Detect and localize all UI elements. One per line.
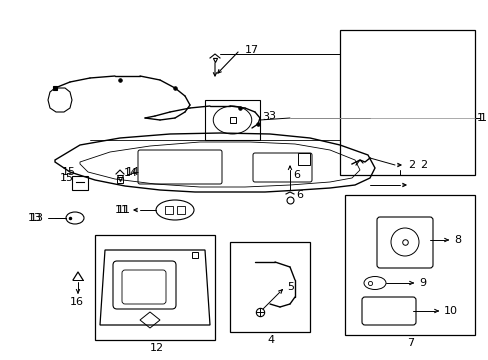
Bar: [339, 30, 474, 175]
Text: 17: 17: [244, 45, 259, 55]
Text: 15: 15: [60, 173, 74, 183]
Bar: [229, 242, 309, 332]
Text: 6: 6: [292, 170, 299, 180]
Text: 5: 5: [286, 282, 293, 292]
Bar: [164, 206, 173, 214]
Bar: [72, 176, 88, 190]
Text: 3: 3: [262, 112, 268, 122]
Text: 13: 13: [28, 213, 42, 223]
Bar: [345, 195, 474, 335]
Text: 2: 2: [407, 160, 414, 170]
Text: 10: 10: [443, 306, 457, 316]
Bar: [204, 100, 260, 140]
Text: 9: 9: [418, 278, 425, 288]
Text: 1: 1: [476, 113, 483, 123]
Text: 6: 6: [295, 190, 303, 200]
Bar: [177, 206, 184, 214]
Text: 15: 15: [62, 167, 76, 177]
Text: 14: 14: [124, 168, 138, 178]
Text: 13: 13: [30, 213, 44, 223]
Text: 4: 4: [266, 335, 274, 345]
Text: 8: 8: [453, 235, 460, 245]
Text: 3: 3: [267, 111, 274, 121]
Text: 1: 1: [479, 113, 486, 123]
Bar: [297, 153, 309, 165]
Text: 16: 16: [70, 297, 84, 307]
Bar: [95, 235, 215, 340]
Text: 12: 12: [150, 343, 164, 353]
Text: 7: 7: [406, 338, 413, 348]
Text: 2: 2: [419, 160, 426, 170]
Text: 14: 14: [126, 167, 140, 177]
Text: 11: 11: [115, 205, 129, 215]
Text: 11: 11: [117, 205, 131, 215]
